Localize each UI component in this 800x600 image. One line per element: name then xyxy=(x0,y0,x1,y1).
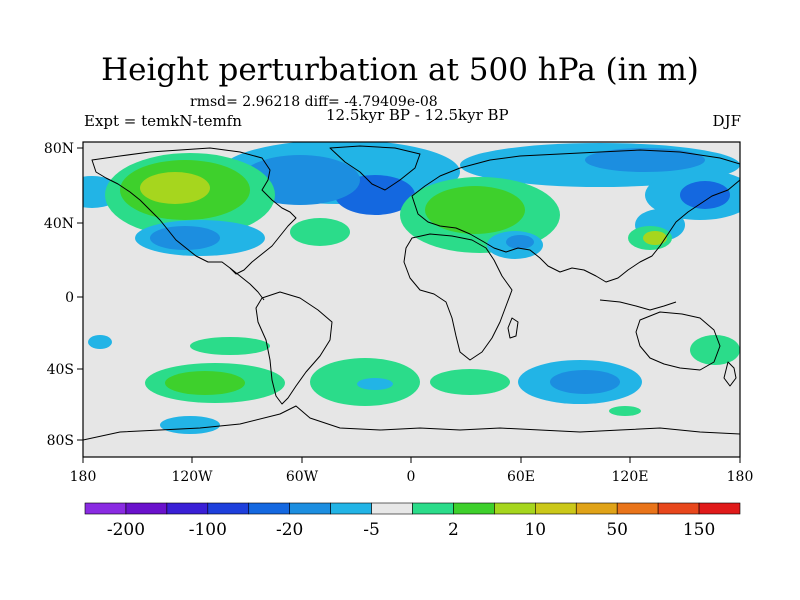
anomaly-blue-sh-atlantic xyxy=(357,378,393,390)
coastline-south-america xyxy=(255,291,333,405)
coastline-greenland xyxy=(329,145,421,191)
coastline-antarctica xyxy=(83,405,740,441)
colorbar-swatch xyxy=(494,502,536,515)
anomaly-blue-sh-west xyxy=(88,335,112,349)
lon-label-0: 0 xyxy=(407,469,416,485)
colorbar-label: -200 xyxy=(107,520,145,540)
map-panel xyxy=(83,142,740,457)
anomaly-yellow-japan xyxy=(643,231,667,245)
lon-label-120w: 120W xyxy=(171,469,213,485)
colorbar-swatch xyxy=(616,502,659,515)
coastline-eurasia xyxy=(411,149,740,283)
anomaly-blue-mideast-core xyxy=(506,235,534,249)
lon-label-60e: 60E xyxy=(507,469,535,485)
lat-label-40n: 40N xyxy=(44,216,74,232)
lon-label-180e: 180 xyxy=(727,469,754,485)
lon-label-180w: 180 xyxy=(70,469,97,485)
colorbar-label: 10 xyxy=(524,520,546,540)
colorbar xyxy=(84,502,741,515)
anomaly-green-sh-south-pacific-core xyxy=(165,371,245,395)
colorbar-swatch xyxy=(248,502,290,515)
colorbar-swatch xyxy=(453,502,495,515)
colorbar-label: -5 xyxy=(363,520,380,540)
colorbar-swatch xyxy=(412,502,454,515)
coastline-new-zealand xyxy=(723,361,737,387)
coastline-indonesia xyxy=(599,299,677,311)
coastlines xyxy=(83,145,740,441)
lat-label-80n: 80N xyxy=(44,141,74,157)
lat-axis: 80N 40N 0 40S 80S xyxy=(44,141,83,449)
stats-line: rmsd= 2.96218 diff= -4.79409e-08 xyxy=(190,94,438,110)
plot-title: Height perturbation at 500 hPa (in m) xyxy=(101,52,699,88)
colorbar-swatch xyxy=(166,502,209,515)
anomaly-fields xyxy=(83,142,740,434)
colorbar-swatch xyxy=(289,502,331,515)
colorbar-swatch xyxy=(330,502,372,515)
anomaly-green-australia-east xyxy=(690,335,740,365)
colorbar-label: -20 xyxy=(276,520,303,540)
anomaly-blue-us-core xyxy=(150,226,220,250)
colorbar-swatch xyxy=(575,502,618,515)
colorbar-swatch xyxy=(125,502,168,515)
colorbar-swatch xyxy=(371,502,413,515)
lon-label-120e: 120E xyxy=(612,469,649,485)
colorbar-swatch xyxy=(535,502,577,515)
anomaly-blue-pacific-west-core xyxy=(680,181,730,209)
anomaly-teal-sh-india-ocean xyxy=(609,406,641,416)
anomaly-green-eurasia xyxy=(425,186,525,234)
coastline-madagascar xyxy=(507,317,519,339)
anomaly-teal-sh-africa xyxy=(430,369,510,395)
anomaly-blue-north-east-core xyxy=(585,148,705,172)
anomaly-blue-sh-south-pacific xyxy=(160,416,220,434)
lon-axis: 180 120W 60W 0 60E 120E 180 xyxy=(70,457,754,485)
coastline-north-america xyxy=(91,147,297,275)
colorbar-label: -100 xyxy=(189,520,227,540)
colorbar-swatch xyxy=(657,502,700,515)
lat-label-80s: 80S xyxy=(47,433,74,449)
coastline-central-america xyxy=(229,267,265,301)
coastline-africa xyxy=(403,233,513,361)
colorbar-labels: -200 -100 -20 -5 2 10 50 150 xyxy=(107,520,715,540)
colorbar-swatch xyxy=(84,502,127,515)
coastline-australia xyxy=(635,311,721,371)
colorbar-swatch xyxy=(207,502,250,515)
experiment-label: Expt = temkN-temfn xyxy=(84,112,242,130)
anomaly-blue-sh-indian-core xyxy=(550,370,620,394)
period-label: 12.5kyr BP - 12.5kyr BP xyxy=(326,106,509,124)
lat-label-40s: 40S xyxy=(47,362,74,378)
anomaly-green-sh-pacific xyxy=(190,337,270,355)
colorbar-label: 150 xyxy=(683,520,715,540)
lon-label-60w: 60W xyxy=(286,469,319,485)
colorbar-label: 2 xyxy=(448,520,459,540)
anomaly-yellow-north-america-core xyxy=(140,172,210,204)
colorbar-label: 50 xyxy=(606,520,628,540)
anomaly-teal-atlantic xyxy=(290,218,350,246)
lat-label-0: 0 xyxy=(65,290,74,306)
season-label: DJF xyxy=(712,112,741,130)
colorbar-swatch xyxy=(698,502,741,515)
